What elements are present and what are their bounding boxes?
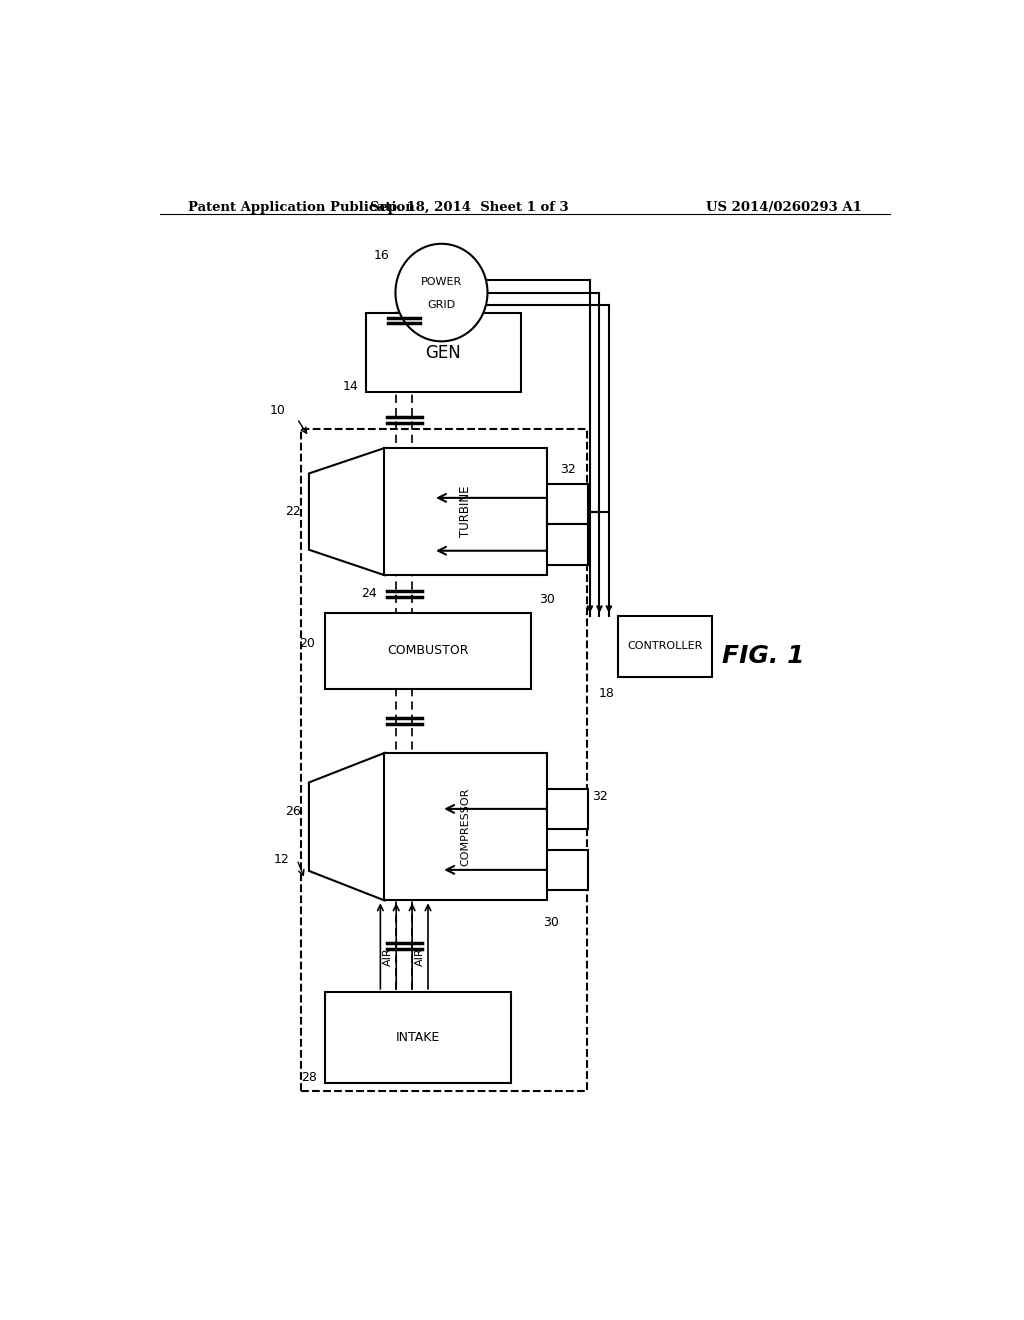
Text: 32: 32 bbox=[592, 791, 608, 803]
Text: POWER: POWER bbox=[421, 277, 462, 288]
Text: AIR: AIR bbox=[415, 948, 425, 966]
Text: COMBUSTOR: COMBUSTOR bbox=[387, 644, 469, 657]
FancyBboxPatch shape bbox=[547, 483, 588, 524]
Text: COMPRESSOR: COMPRESSOR bbox=[461, 788, 471, 866]
Text: 12: 12 bbox=[273, 853, 289, 866]
Text: 30: 30 bbox=[539, 594, 555, 606]
FancyBboxPatch shape bbox=[547, 524, 588, 565]
Text: FIG. 1: FIG. 1 bbox=[722, 644, 804, 668]
Text: 30: 30 bbox=[543, 916, 559, 928]
Text: 32: 32 bbox=[560, 462, 575, 475]
Ellipse shape bbox=[395, 244, 487, 342]
FancyBboxPatch shape bbox=[547, 788, 588, 829]
Text: GRID: GRID bbox=[427, 300, 456, 310]
FancyBboxPatch shape bbox=[325, 612, 531, 689]
FancyBboxPatch shape bbox=[547, 850, 588, 890]
FancyBboxPatch shape bbox=[384, 447, 547, 576]
Text: 28: 28 bbox=[301, 1071, 316, 1084]
Text: 10: 10 bbox=[269, 404, 285, 417]
Text: CONTROLLER: CONTROLLER bbox=[628, 642, 702, 651]
Text: TURBINE: TURBINE bbox=[459, 486, 472, 537]
Text: 20: 20 bbox=[299, 636, 315, 649]
Polygon shape bbox=[309, 752, 384, 900]
Text: US 2014/0260293 A1: US 2014/0260293 A1 bbox=[707, 201, 862, 214]
Text: INTAKE: INTAKE bbox=[396, 1031, 440, 1044]
FancyBboxPatch shape bbox=[325, 991, 511, 1084]
FancyBboxPatch shape bbox=[367, 313, 521, 392]
Text: GEN: GEN bbox=[426, 343, 462, 362]
Text: 14: 14 bbox=[342, 380, 358, 393]
FancyBboxPatch shape bbox=[384, 752, 547, 900]
Text: AIR: AIR bbox=[383, 948, 393, 966]
Text: 24: 24 bbox=[360, 587, 377, 601]
Text: 16: 16 bbox=[374, 249, 389, 261]
Polygon shape bbox=[309, 447, 384, 576]
Text: Patent Application Publication: Patent Application Publication bbox=[187, 201, 415, 214]
Text: 26: 26 bbox=[286, 805, 301, 818]
FancyBboxPatch shape bbox=[618, 615, 712, 677]
Text: 22: 22 bbox=[286, 506, 301, 517]
Text: Sep. 18, 2014  Sheet 1 of 3: Sep. 18, 2014 Sheet 1 of 3 bbox=[370, 201, 568, 214]
Text: 18: 18 bbox=[599, 686, 614, 700]
